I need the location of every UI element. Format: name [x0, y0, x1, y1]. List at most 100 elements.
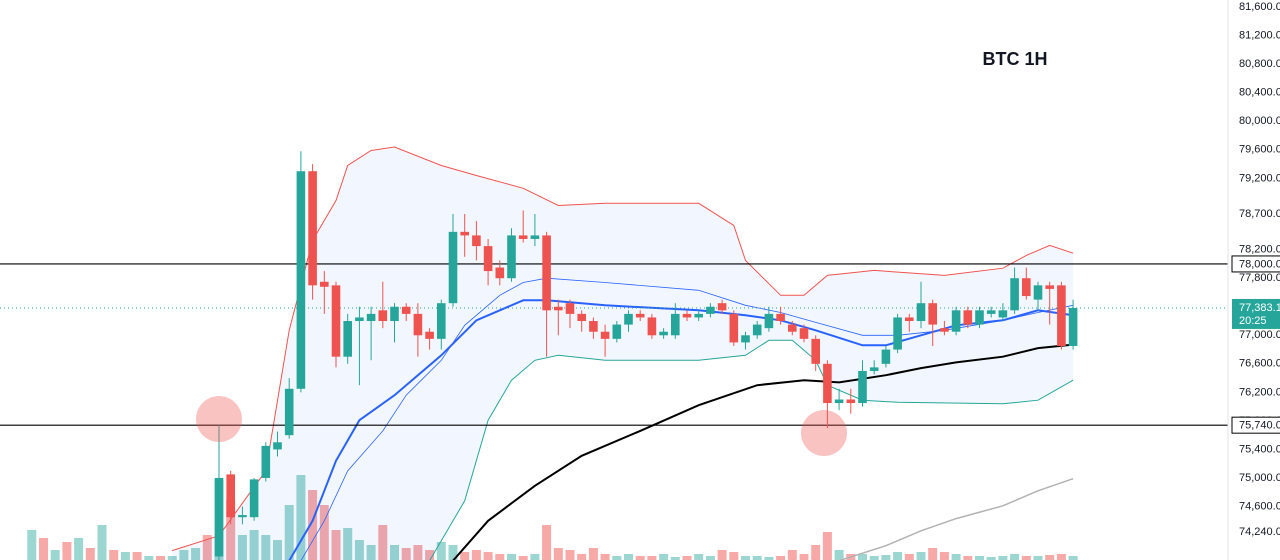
candle-body: [706, 306, 715, 314]
price-axis: 81,600.0 81,200.0 80,800.0 80,400.0 80,000.0…: [1231, 1, 1280, 538]
candle-body: [905, 317, 914, 322]
candle-body: [401, 306, 411, 314]
price-layer: [0, 146, 1228, 560]
volume-bar: [460, 552, 470, 560]
volume-bar: [659, 554, 669, 560]
candle-body: [413, 313, 423, 336]
candle-body: [764, 313, 774, 329]
volume-bar: [752, 556, 762, 560]
candle-body: [869, 367, 879, 371]
volume-bar: [308, 490, 318, 560]
candle-body: [682, 313, 692, 318]
volume-bar: [670, 557, 680, 560]
candle-body: [986, 310, 996, 314]
volume-bar: [237, 535, 247, 560]
volume-bar: [858, 554, 867, 560]
candle-body: [647, 317, 657, 336]
candle-body: [425, 331, 434, 339]
indicator-line: [429, 339, 1074, 560]
candle-body: [858, 370, 867, 404]
volume-bar: [530, 554, 540, 560]
candle-body: [589, 321, 598, 332]
candle-body: [472, 235, 481, 247]
y-tick-label: 75,400.0: [1239, 443, 1280, 455]
volume-bar: [904, 554, 914, 560]
candle-body: [741, 335, 750, 343]
y-tick-label: 74,600.0: [1239, 500, 1280, 512]
indicator-line: [452, 343, 1074, 560]
candle-body: [495, 267, 505, 279]
volume-bar: [787, 550, 797, 560]
volume-bar: [483, 552, 493, 560]
candle-body: [834, 399, 844, 404]
candle-body: [249, 479, 259, 518]
candle-body: [530, 235, 540, 239]
candle-body: [518, 235, 528, 239]
volume-bar: [939, 552, 949, 560]
candle-body: [799, 328, 809, 339]
volume-bar: [495, 554, 505, 560]
volume-bar: [401, 548, 411, 560]
volume-bar: [1068, 556, 1078, 560]
candle-body: [273, 442, 282, 450]
last-price-label: 77,383.1: [1239, 302, 1280, 314]
volume-bar: [565, 550, 575, 560]
candle-body: [261, 445, 271, 478]
volume-bar: [542, 525, 552, 560]
candle-body: [343, 321, 352, 357]
level-label: 75,740.0: [1239, 420, 1280, 432]
volume-bar: [951, 554, 961, 560]
volume-bar: [1010, 554, 1020, 560]
volume-bar: [975, 556, 984, 560]
candle-body: [752, 324, 762, 336]
candle-body: [776, 313, 785, 322]
indicator-line: [838, 477, 1074, 560]
volume-bar: [202, 535, 212, 560]
volume-bar: [916, 552, 926, 560]
volume-bar: [624, 554, 633, 560]
volume-bar: [986, 557, 996, 560]
volume-bar: [577, 554, 587, 560]
candle-body: [320, 281, 329, 287]
candle-body: [378, 310, 388, 322]
candle-body: [448, 231, 458, 304]
level-label: 78,000.0: [1239, 258, 1280, 270]
candle-body: [577, 313, 586, 322]
volume-bar: [518, 556, 528, 560]
candle-body: [928, 303, 937, 325]
volume-bar: [600, 554, 610, 560]
volume-bar: [284, 505, 294, 560]
volume-bar: [834, 550, 844, 560]
volume-bar: [799, 554, 809, 560]
y-tick-label: 78,200.0: [1239, 244, 1280, 256]
volume-bar: [273, 540, 282, 560]
y-tick-label: 81,600.0: [1239, 1, 1280, 13]
volume-bar: [97, 525, 107, 560]
volume-bar: [717, 550, 727, 560]
volume-bar: [893, 552, 903, 560]
candle-body: [600, 331, 610, 339]
candle-body: [331, 285, 341, 357]
volume-bar: [928, 548, 938, 560]
volume-bar: [74, 538, 84, 560]
countdown-label: 20:25: [1239, 315, 1267, 327]
volume-bar: [1033, 556, 1043, 560]
candle-body: [226, 474, 235, 518]
candle-body: [1057, 285, 1066, 346]
volume-bar: [647, 556, 657, 560]
indicator-line: [300, 277, 1074, 560]
candle-body: [542, 235, 551, 311]
volume-bar: [179, 550, 189, 560]
volume-bar: [436, 542, 446, 560]
candle-body: [846, 399, 856, 404]
volume-bar: [226, 500, 236, 560]
volume-bar: [109, 550, 119, 560]
candle-body: [951, 310, 961, 332]
volume-bar: [85, 548, 95, 560]
volume-bar: [50, 550, 60, 560]
volume-bar: [881, 555, 891, 560]
y-tick-label: 75,000.0: [1239, 472, 1280, 484]
volume-bar: [588, 548, 598, 560]
